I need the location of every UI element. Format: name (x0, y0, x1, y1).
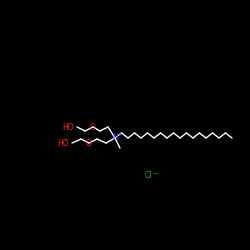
Text: Cl: Cl (144, 170, 152, 179)
Text: +: + (117, 132, 122, 137)
Text: O: O (90, 122, 96, 132)
Text: −: − (152, 170, 158, 175)
Text: O: O (86, 138, 92, 147)
Text: HO: HO (62, 122, 74, 132)
Text: HO: HO (58, 138, 69, 147)
Text: N: N (112, 134, 118, 142)
